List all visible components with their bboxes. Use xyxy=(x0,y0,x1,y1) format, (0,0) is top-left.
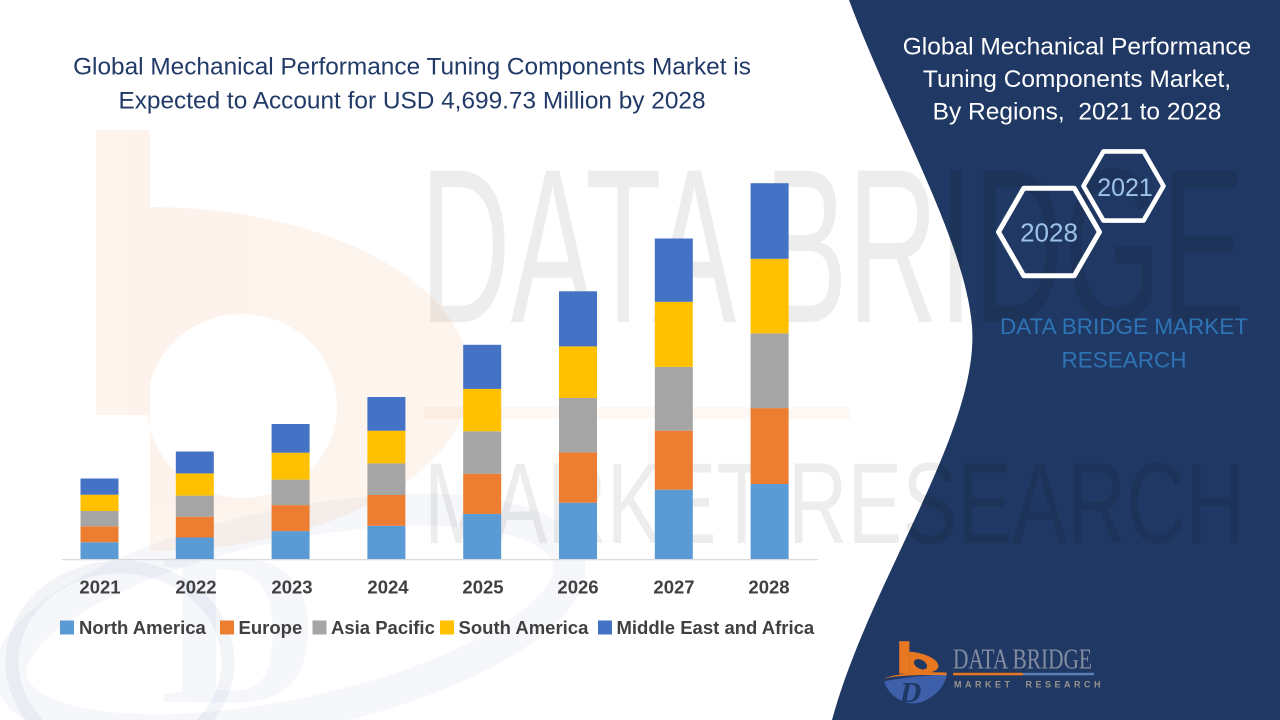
svg-text:RESEARCH: RESEARCH xyxy=(1061,348,1186,373)
svg-text:2021: 2021 xyxy=(1097,174,1153,202)
svg-text:Global Mechanical Performance: Global Mechanical Performance Tuning Com… xyxy=(73,54,751,81)
svg-text:MARKET RESEARCH: MARKET RESEARCH xyxy=(954,680,1104,690)
svg-text:Tuning Components Market,: Tuning Components Market, xyxy=(923,66,1231,93)
svg-text:South America: South America xyxy=(459,617,590,638)
svg-text:Middle East and Africa: Middle East and Africa xyxy=(617,617,815,638)
svg-text:2024: 2024 xyxy=(367,577,409,598)
svg-text:North America: North America xyxy=(79,617,207,638)
svg-text:Asia Pacific: Asia Pacific xyxy=(331,617,435,638)
svg-text:2022: 2022 xyxy=(175,577,216,598)
svg-text:DATA BRIDGE: DATA BRIDGE xyxy=(953,645,1092,676)
svg-text:DATA BRIDGE MARKET: DATA BRIDGE MARKET xyxy=(1000,314,1248,339)
svg-text:DATA BRIDGE: DATA BRIDGE xyxy=(420,123,1245,369)
svg-text:Global Mechanical Performance: Global Mechanical Performance xyxy=(903,34,1252,61)
svg-text:2026: 2026 xyxy=(557,577,598,598)
svg-text:2027: 2027 xyxy=(653,577,694,598)
svg-text:2025: 2025 xyxy=(462,577,503,598)
svg-text:2028: 2028 xyxy=(1020,218,1078,248)
svg-text:2023: 2023 xyxy=(271,577,312,598)
svg-text:2028: 2028 xyxy=(748,577,789,598)
svg-text:2021: 2021 xyxy=(79,577,120,598)
svg-text:By Regions, 2021 to 2028: By Regions, 2021 to 2028 xyxy=(933,99,1222,126)
svg-text:Europe: Europe xyxy=(239,617,303,638)
svg-text:Expected to Account for USD 4,: Expected to Account for USD 4,699.73 Mil… xyxy=(118,88,705,115)
